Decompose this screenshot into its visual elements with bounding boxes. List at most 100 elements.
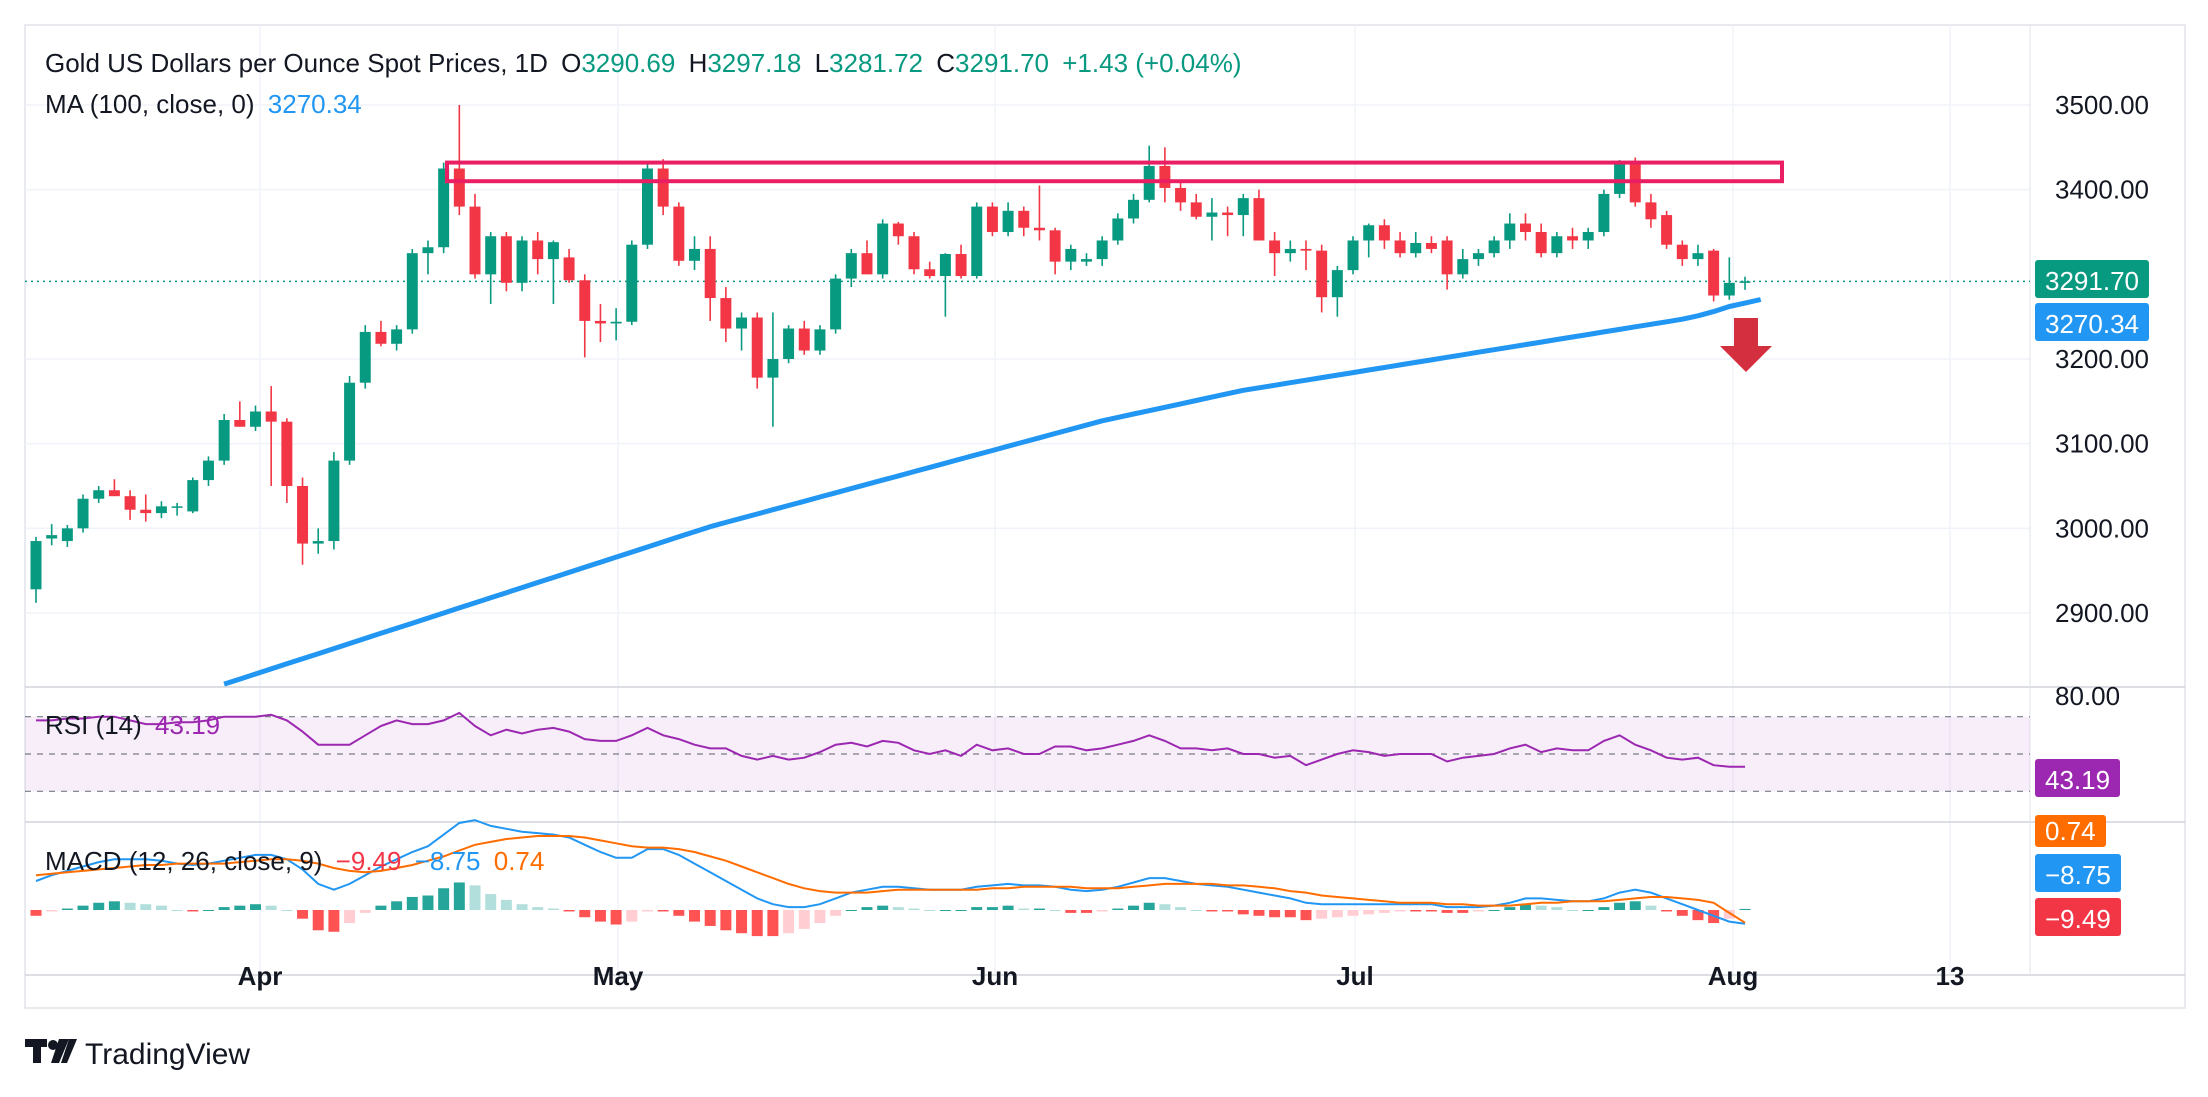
candle-body — [516, 240, 528, 283]
macd-histogram-bar — [1206, 910, 1218, 912]
macd-histogram-bar — [187, 910, 199, 912]
macd-histogram-bar — [1425, 910, 1437, 912]
macd-histogram-bar — [124, 902, 136, 910]
macd-histogram-bar — [1472, 910, 1484, 912]
candle-body — [1676, 244, 1688, 260]
ma-value: 3270.34 — [267, 89, 362, 119]
candle-body — [1661, 215, 1673, 245]
candle-body — [798, 328, 810, 351]
candle-body — [1457, 259, 1469, 275]
candle-body — [845, 253, 857, 279]
rsi-badge: 43.19 — [2035, 759, 2121, 797]
macd-histogram-bar — [375, 905, 387, 910]
candle-body — [547, 242, 559, 260]
candle-body — [1065, 248, 1077, 262]
macd-histogram-bar — [1033, 908, 1045, 910]
candle-body — [1033, 227, 1045, 231]
macd-histogram-bar — [641, 910, 653, 912]
candle-body — [751, 317, 763, 378]
candle-body — [1425, 243, 1437, 249]
tradingview-logo[interactable]: TradingView — [25, 1036, 250, 1073]
time-tick-label: 13 — [1936, 961, 1965, 991]
macd-histogram-bar — [218, 907, 230, 910]
candle-body — [783, 328, 795, 360]
rsi-legend[interactable]: RSI (14) 43.19 — [45, 710, 226, 741]
candle-body — [469, 206, 481, 275]
symbol-title[interactable]: Gold US Dollars per Ounce Spot Prices, 1… — [45, 48, 548, 78]
macd-histogram-bar — [30, 910, 42, 916]
macd-histogram-bar — [1535, 905, 1547, 910]
macd-histogram-bar — [1441, 910, 1453, 913]
macd-histogram-bar — [657, 910, 669, 912]
candle-body — [1128, 199, 1140, 219]
macd-histogram-bar — [736, 910, 748, 934]
candle-body — [30, 541, 42, 590]
macd-histogram-bar — [673, 910, 685, 916]
time-tick-label: Jul — [1336, 961, 1374, 991]
macd-histogram-bar — [861, 907, 873, 910]
candle-body — [281, 421, 293, 487]
rsi-value: 43.19 — [155, 710, 221, 740]
macd-histogram-bar — [720, 910, 732, 931]
candle-body — [328, 460, 340, 542]
macd-legend[interactable]: MACD (12, 26, close, 9) −9.49 −8.75 0.74 — [45, 846, 550, 877]
candle-body — [1049, 230, 1061, 262]
candle-body — [391, 329, 403, 344]
candle-body — [1300, 248, 1312, 251]
macd-histogram-bar — [438, 888, 450, 910]
candle-body — [1269, 240, 1281, 254]
macd-histogram-bar — [453, 882, 465, 910]
macd-histogram-bar — [1316, 910, 1328, 919]
candle-body — [1080, 259, 1092, 262]
candle-body — [1723, 282, 1735, 296]
macd-histogram-bar — [485, 894, 497, 910]
candle-body — [594, 320, 606, 324]
candle-body — [861, 253, 873, 275]
macd-histogram-bar — [297, 910, 309, 919]
tradingview-wordmark: TradingView — [85, 1037, 251, 1071]
macd-histogram-bar — [1676, 910, 1688, 916]
macd-histogram-bar — [1112, 908, 1124, 910]
macd-histogram-bar — [469, 885, 481, 910]
macd-histogram-bar — [1457, 910, 1469, 913]
candle-body — [187, 480, 199, 512]
macd-histogram-bar — [532, 907, 544, 910]
macd-histogram-bar — [344, 910, 356, 924]
candle-body — [971, 206, 983, 277]
candle-body — [704, 248, 716, 299]
candle-body — [1159, 165, 1171, 188]
macd-histogram-bar — [1504, 907, 1516, 910]
candle-body — [610, 321, 622, 324]
candle-body — [1206, 212, 1218, 217]
macd-histogram-bar — [563, 910, 575, 912]
macd-histogram-bar — [1551, 907, 1563, 910]
close-label: C — [936, 48, 956, 78]
ma-badge: 3270.34 — [2035, 303, 2149, 341]
macd-histogram-bar — [1222, 910, 1234, 912]
macd-histogram-bar — [202, 910, 214, 911]
candle-body — [453, 168, 465, 207]
macd-histogram-bar — [814, 910, 826, 924]
macd-histogram-bar — [250, 904, 261, 910]
candle-body — [563, 257, 575, 281]
time-tick-label: Aug — [1708, 961, 1759, 991]
candle-body — [265, 411, 277, 422]
down-arrow-icon — [1720, 318, 1772, 372]
macd-signal-line — [35, 835, 1746, 924]
candle-body — [312, 541, 324, 544]
candle-body — [1410, 243, 1422, 254]
ma-label: MA (100, close, 0) — [45, 89, 255, 119]
macd-histogram-bar — [391, 901, 403, 910]
macd-histogram-bar — [281, 910, 293, 911]
macd-hist-value: 0.74 — [493, 846, 545, 876]
macd-histogram-bar — [328, 910, 340, 932]
candle-body — [1645, 202, 1657, 220]
candle-body — [124, 496, 136, 510]
macd-histogram-bar — [1723, 910, 1735, 919]
chart-frame — [24, 24, 2186, 1009]
macd-histogram-bar — [1284, 910, 1296, 918]
ma-legend[interactable]: MA (100, close, 0) 3270.34 — [45, 89, 368, 120]
price-legend: Gold US Dollars per Ounce Spot Prices, 1… — [45, 48, 1247, 79]
open-value: 3290.69 — [581, 48, 676, 78]
macd-histogram-bar — [500, 899, 512, 910]
